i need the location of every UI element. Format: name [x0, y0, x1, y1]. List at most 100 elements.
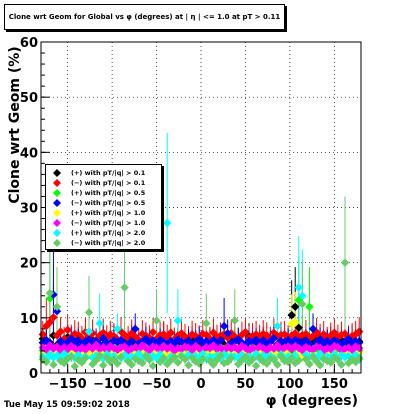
data-point	[148, 336, 158, 345]
data-point	[184, 361, 193, 370]
data-point	[287, 310, 296, 320]
legend-entry: (−) with pT/|q| > 1.0	[46, 218, 163, 228]
legend-label: (+) with pT/|q| > 0.1	[71, 169, 146, 177]
data-point	[184, 336, 193, 345]
legend-label: (−) with pT/|q| > 0.1	[71, 179, 146, 187]
data-point	[113, 359, 122, 368]
data-point	[45, 288, 55, 298]
footer-timestamp: Tue May 15 09:59:02 2018	[4, 400, 130, 410]
x-tick-label: −150	[49, 377, 87, 392]
data-point	[305, 302, 314, 311]
legend-entry: (+) with pT/|q| > 0.5	[46, 188, 163, 198]
data-point	[95, 319, 104, 328]
legend-marker-diamond-icon	[53, 189, 61, 197]
data-point	[209, 360, 218, 369]
data-point	[163, 218, 172, 228]
data-point	[227, 353, 236, 363]
data-point	[219, 321, 229, 331]
data-point	[333, 355, 343, 364]
legend-label: (+) with pT/|q| > 1.0	[71, 209, 146, 217]
y-tick-label: 20	[20, 257, 38, 272]
data-point	[187, 330, 197, 339]
legend-marker-diamond-icon	[53, 179, 61, 187]
data-point	[155, 335, 165, 345]
data-point	[77, 358, 87, 367]
data-point	[248, 355, 257, 364]
data-point	[84, 308, 94, 317]
legend-marker-diamond-icon	[53, 199, 61, 207]
data-point	[67, 334, 76, 343]
data-point	[198, 349, 207, 358]
data-point	[315, 361, 325, 370]
y-tick-label: 0	[29, 367, 38, 382]
data-point	[308, 324, 318, 334]
data-point	[216, 351, 225, 360]
data-point	[74, 336, 83, 345]
data-point	[326, 358, 335, 367]
data-point	[127, 336, 136, 346]
data-point	[237, 356, 247, 365]
data-point	[205, 334, 215, 343]
x-tick-label: 50	[236, 377, 254, 392]
x-tick-label: −50	[142, 377, 171, 392]
data-point	[84, 327, 94, 336]
data-point	[113, 324, 122, 334]
data-point	[67, 341, 76, 351]
data-point	[244, 336, 254, 346]
data-point	[173, 335, 183, 344]
data-point	[81, 353, 90, 363]
x-axis-label: φ (degrees)	[266, 393, 358, 409]
data-point	[88, 329, 97, 338]
data-point	[95, 331, 104, 340]
data-point	[52, 307, 62, 316]
data-point	[294, 356, 303, 365]
data-point	[91, 356, 101, 365]
chart-title: Clone wrt Geom for Global vs φ (degrees)…	[8, 13, 281, 21]
legend-label: (+) with pT/|q| > 0.5	[71, 189, 146, 197]
legend-marker-diamond-icon	[53, 219, 61, 227]
data-point	[99, 328, 108, 337]
data-point	[219, 330, 229, 339]
data-point	[298, 299, 307, 309]
data-point	[291, 318, 300, 327]
data-point	[212, 355, 222, 364]
data-point	[134, 349, 143, 358]
data-point	[63, 325, 72, 335]
data-point	[287, 353, 296, 363]
data-point	[298, 291, 307, 300]
data-point	[173, 358, 183, 367]
data-point	[148, 342, 158, 351]
data-point	[42, 357, 51, 367]
data-point	[95, 351, 104, 360]
data-point	[109, 343, 119, 353]
data-point	[198, 354, 207, 363]
legend-entry: (+) with pT/|q| > 0.1	[46, 168, 163, 178]
y-tick-label: 50	[20, 91, 38, 106]
data-point	[237, 341, 247, 351]
data-point	[291, 302, 300, 311]
legend-entry: (+) with pT/|q| > 1.0	[46, 208, 163, 218]
data-point	[67, 352, 76, 361]
data-point	[251, 361, 261, 371]
legend-label: (+) with pT/|q| > 2.0	[71, 229, 146, 237]
data-point	[301, 355, 311, 364]
data-point	[131, 324, 140, 334]
data-point	[219, 358, 229, 368]
data-point	[262, 359, 271, 368]
data-point	[138, 358, 147, 368]
axes: −150 −100 −50 0 50 100 150 0 10 20 30 40 50 60	[20, 36, 362, 392]
data-point	[152, 316, 161, 325]
data-point	[315, 349, 325, 358]
data-point	[127, 360, 136, 369]
data-point	[241, 327, 250, 337]
data-point	[180, 342, 190, 351]
y-tick-label: 30	[20, 202, 38, 217]
data-point	[241, 352, 250, 362]
data-point	[56, 327, 65, 336]
data-point	[237, 330, 247, 340]
data-point	[52, 302, 62, 311]
y-tick-label: 10	[20, 312, 38, 327]
data-point	[141, 334, 151, 343]
data-point	[294, 323, 303, 332]
